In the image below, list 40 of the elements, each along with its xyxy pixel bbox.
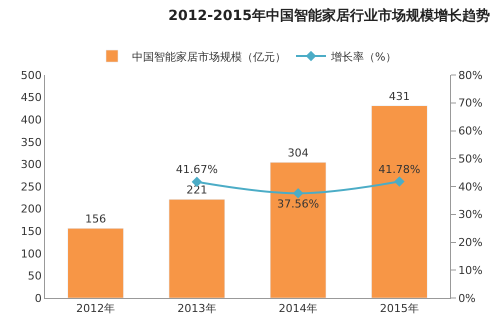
y-tick-label: 0 <box>34 292 42 305</box>
y-tick-label: 100 <box>20 247 42 260</box>
y-tick-label: 500 <box>20 68 42 82</box>
bar <box>168 199 225 298</box>
bar <box>68 228 124 298</box>
y2-tick-label: 40% <box>458 180 483 194</box>
y2-tick-label: 30% <box>458 208 483 222</box>
chart-title: 2012-2015年中国智能家居行业市场规模增长趋势 <box>168 6 490 24</box>
point <box>394 176 405 187</box>
data-label: 41.67% <box>176 163 218 176</box>
point <box>292 188 304 198</box>
y2-tick-label: 0% <box>458 292 476 305</box>
y-tick-label: 450 <box>20 91 42 104</box>
x-tick-label: 2015年 <box>380 302 419 316</box>
data-label: 304 <box>288 146 309 160</box>
y-tick-label: 250 <box>20 180 42 194</box>
data-label: 431 <box>388 90 410 103</box>
y2-tick-label: 50% <box>458 152 483 166</box>
y2-tick-label: 10% <box>458 264 483 277</box>
y2-tick-label: 20% <box>458 236 483 250</box>
data-label: 156 <box>85 212 106 226</box>
bar <box>371 106 428 298</box>
legend-label: 增长率（%） <box>330 50 396 64</box>
y-tick-label: 200 <box>20 202 42 216</box>
y-tick-label: 150 <box>20 224 42 238</box>
x-tick-label: 2013年 <box>177 302 216 316</box>
data-label: 41.78% <box>378 162 420 176</box>
y2-tick-label: 80% <box>458 68 483 82</box>
y-tick-label: 350 <box>20 136 42 149</box>
y2-tick-label: 70% <box>458 96 483 110</box>
bar <box>270 162 326 298</box>
y2-tick-label: 60% <box>458 124 483 138</box>
x-tick-label: 2012年 <box>76 302 116 316</box>
data-label: 221 <box>186 183 208 196</box>
legend-label: 中国智能家居市场规模（亿元） <box>132 50 286 64</box>
y-tick-label: 400 <box>20 113 42 126</box>
data-label: 37.56% <box>277 198 320 211</box>
y-tick-label: 300 <box>20 158 42 172</box>
y-tick-label: 50 <box>28 270 42 283</box>
x-tick-label: 2014年 <box>278 302 318 316</box>
